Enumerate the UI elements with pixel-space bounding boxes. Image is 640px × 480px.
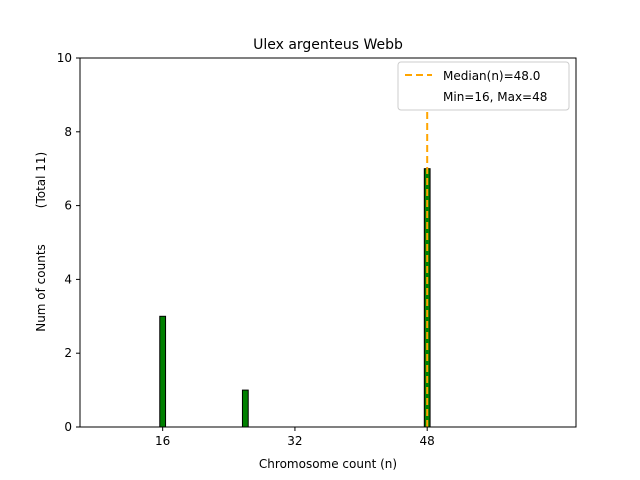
- y-tick-label-10: 10: [57, 51, 72, 65]
- bar-16: [159, 315, 167, 428]
- x-tick-label-48: 48: [420, 434, 435, 448]
- legend: Median(n)=48.0 Min=16, Max=48: [397, 61, 570, 111]
- x-tick-label-16: 16: [155, 434, 170, 448]
- chart-title: Ulex argenteus Webb: [253, 37, 403, 53]
- y-tick-label-0: 0: [64, 420, 72, 434]
- y-tick-label-6: 6: [64, 199, 72, 213]
- x-tick-label-32: 32: [287, 434, 302, 448]
- axes-frame: [79, 57, 577, 428]
- y-axis-label: Num of counts: [34, 244, 48, 332]
- x-axis-label: Chromosome count (n): [259, 457, 397, 471]
- legend-entry-range: Min=16, Max=48: [443, 90, 547, 104]
- y-axis-total-label: (Total 11): [34, 152, 48, 208]
- y-tick-label-8: 8: [64, 125, 72, 139]
- y-tick-label-4: 4: [64, 272, 72, 286]
- plot-area: 16 32 48 0 2 4 6 8 10: [57, 51, 577, 448]
- bar-26: [241, 389, 249, 428]
- y-tick-label-2: 2: [64, 346, 72, 360]
- legend-frame: [397, 61, 570, 111]
- legend-entry-median: Median(n)=48.0: [443, 69, 540, 83]
